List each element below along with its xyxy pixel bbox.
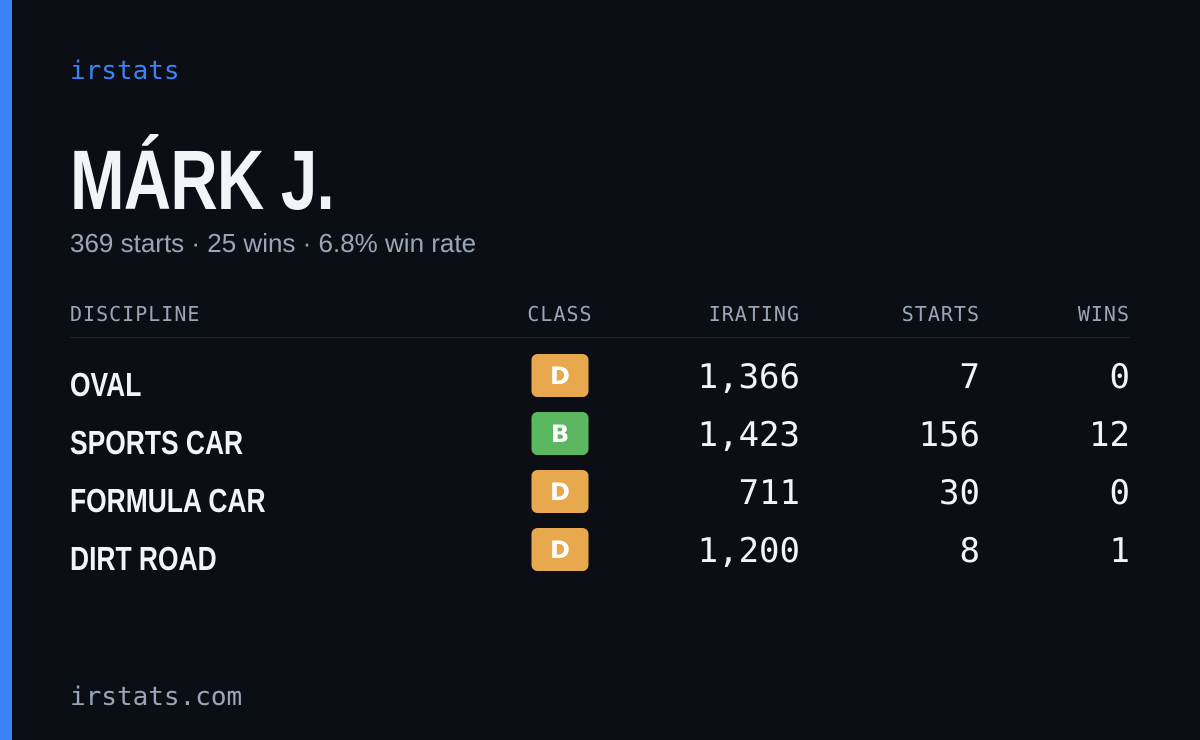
footer-link: irstats.com <box>70 682 243 712</box>
wins: 0 <box>1109 357 1130 397</box>
column-header: IRATING <box>708 302 800 326</box>
discipline: OVAL <box>70 366 142 403</box>
irating: 711 <box>738 473 800 513</box>
driver-name: MÁRK J. <box>70 133 335 227</box>
irating: 1,366 <box>697 357 800 397</box>
starts: 30 <box>939 473 980 513</box>
discipline: FORMULA CAR <box>70 482 266 519</box>
column-header: STARTS <box>901 302 980 326</box>
column-header: WINS <box>1077 302 1130 326</box>
starts: 7 <box>959 357 980 397</box>
class-badge: B <box>531 412 589 455</box>
discipline: SPORTS CAR <box>70 424 244 461</box>
starts: 8 <box>959 531 980 571</box>
summary: 369 starts · 25 wins · 6.8% win rate <box>70 228 477 258</box>
class-badge: D <box>531 354 589 397</box>
accent-stripe <box>0 0 12 740</box>
column-header: DISCIPLINE <box>70 302 201 326</box>
column-header: CLASS <box>527 302 593 326</box>
wins: 12 <box>1089 415 1130 455</box>
brand: irstats <box>70 56 180 86</box>
discipline: DIRT ROAD <box>70 540 217 577</box>
wins: 1 <box>1109 531 1130 571</box>
starts: 156 <box>918 415 980 455</box>
irating: 1,200 <box>697 531 800 571</box>
irating: 1,423 <box>697 415 800 455</box>
header-rule <box>70 337 1130 338</box>
class-badge: D <box>531 528 589 571</box>
wins: 0 <box>1109 473 1130 513</box>
class-badge: D <box>531 470 589 513</box>
